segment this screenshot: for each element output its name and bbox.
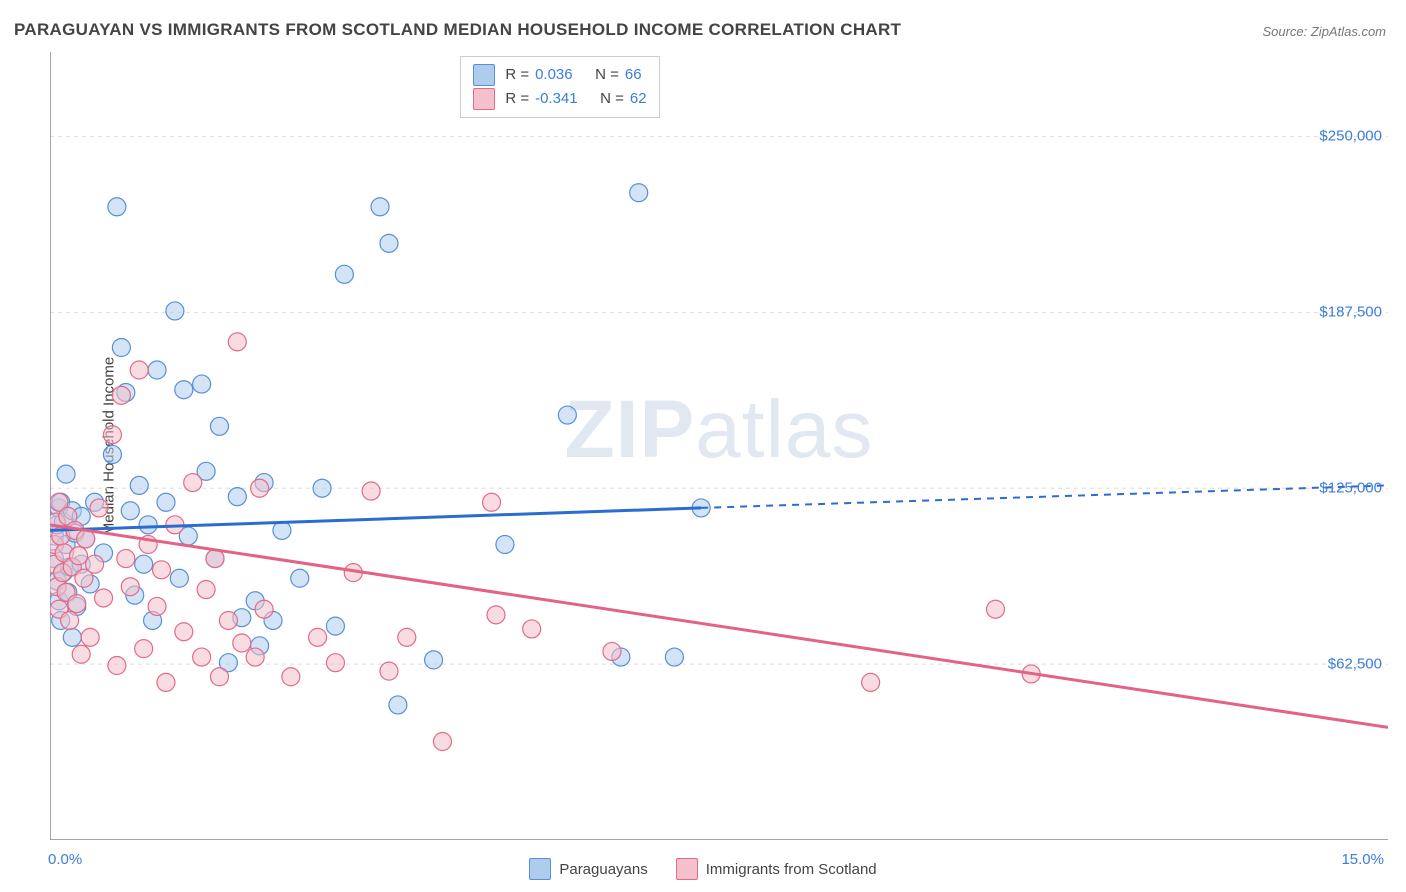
legend-item-paraguayans: Paraguayans (529, 858, 647, 880)
y-tick-label: $250,000 (1319, 128, 1382, 145)
legend-swatch-icon (473, 88, 495, 110)
y-tick-label: $62,500 (1328, 656, 1382, 673)
legend-swatch-icon (529, 858, 551, 880)
bottom-legend: Paraguayans Immigrants from Scotland (0, 858, 1406, 880)
scatter-plot (50, 52, 1388, 840)
source-attribution: Source: ZipAtlas.com (1262, 24, 1386, 39)
stats-row: R = 0.036 N = 66 (473, 63, 646, 87)
stats-legend: R = 0.036 N = 66 R = -0.341 N = 62 (460, 56, 659, 118)
legend-label: Paraguayans (559, 861, 647, 878)
legend-item-scotland: Immigrants from Scotland (676, 858, 877, 880)
stats-row: R = -0.341 N = 62 (473, 87, 646, 111)
legend-swatch-icon (473, 64, 495, 86)
y-tick-label: $187,500 (1319, 304, 1382, 321)
chart-area: Median Household Income ZIPatlas $62,500… (50, 52, 1388, 840)
y-tick-label: $125,000 (1319, 480, 1382, 497)
legend-swatch-icon (676, 858, 698, 880)
legend-label: Immigrants from Scotland (706, 861, 877, 878)
chart-title: PARAGUAYAN VS IMMIGRANTS FROM SCOTLAND M… (14, 20, 901, 40)
